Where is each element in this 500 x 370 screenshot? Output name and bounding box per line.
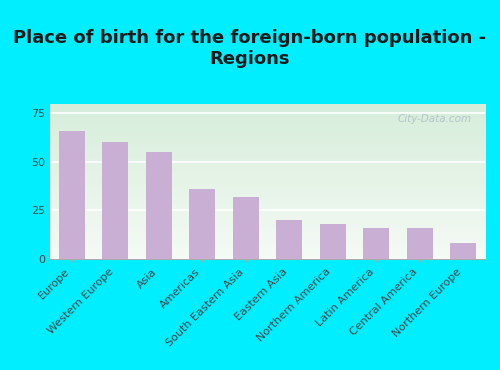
Bar (320, 224, 346, 259)
Bar (58, 131, 85, 259)
Bar (102, 142, 128, 259)
Text: Place of birth for the foreign-born population -
Regions: Place of birth for the foreign-born popu… (14, 29, 486, 67)
Bar (276, 220, 302, 259)
Bar (450, 243, 476, 259)
Text: City-Data.com: City-Data.com (398, 114, 472, 124)
Bar (232, 197, 259, 259)
Bar (146, 152, 172, 259)
Bar (406, 228, 433, 259)
Bar (189, 189, 216, 259)
Bar (363, 228, 390, 259)
